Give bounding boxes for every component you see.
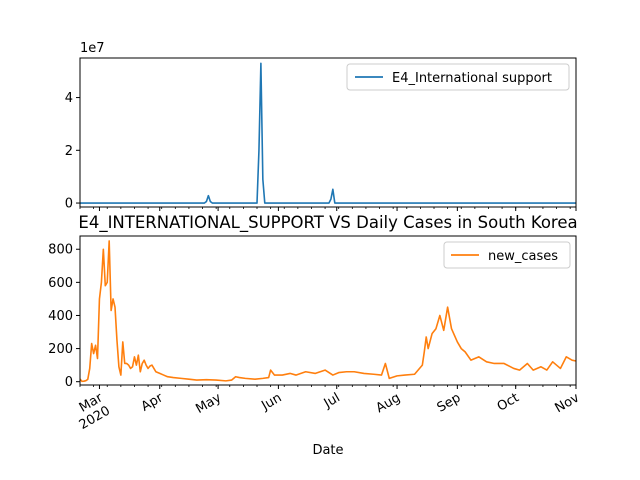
top-legend-box (346, 63, 570, 91)
x-tick-label: Jul (321, 390, 343, 411)
top-y-tick-label: 4 (65, 91, 73, 106)
bottom-y-tick-label: 600 (48, 276, 73, 291)
bottom-y-ticks: 0 200 400 600 800 (48, 243, 80, 390)
top-scale-label: 1e7 (80, 41, 105, 56)
top-y-ticks: 0 2 4 (65, 91, 80, 212)
bottom-series-line (79, 240, 577, 383)
bottom-y-tick-label: 0 (65, 375, 73, 390)
top-legend: E4_International support (346, 63, 570, 91)
bottom-y-tick-label: 400 (48, 309, 73, 324)
top-plot-frame (79, 57, 577, 208)
bottom-plot-frame (79, 235, 577, 386)
bottom-chart-title: E4_INTERNATIONAL_SUPPORT VS Daily Cases … (78, 213, 577, 233)
bottom-y-tick-label: 200 (48, 342, 73, 357)
bottom-y-tick-label: 800 (48, 243, 73, 258)
top-y-tick-label: 0 (65, 197, 73, 212)
top-chart: 0 2 4 1e7 E4_International support (65, 41, 577, 212)
bottom-legend-box (443, 241, 571, 269)
x-axis-label: Date (312, 443, 343, 458)
top-legend-label: E4_International support (392, 71, 552, 86)
top-series-line (80, 62, 576, 204)
top-y-tick-label: 2 (65, 144, 73, 159)
bottom-legend-label: new_cases (488, 249, 558, 264)
bottom-legend: new_cases (443, 241, 571, 269)
